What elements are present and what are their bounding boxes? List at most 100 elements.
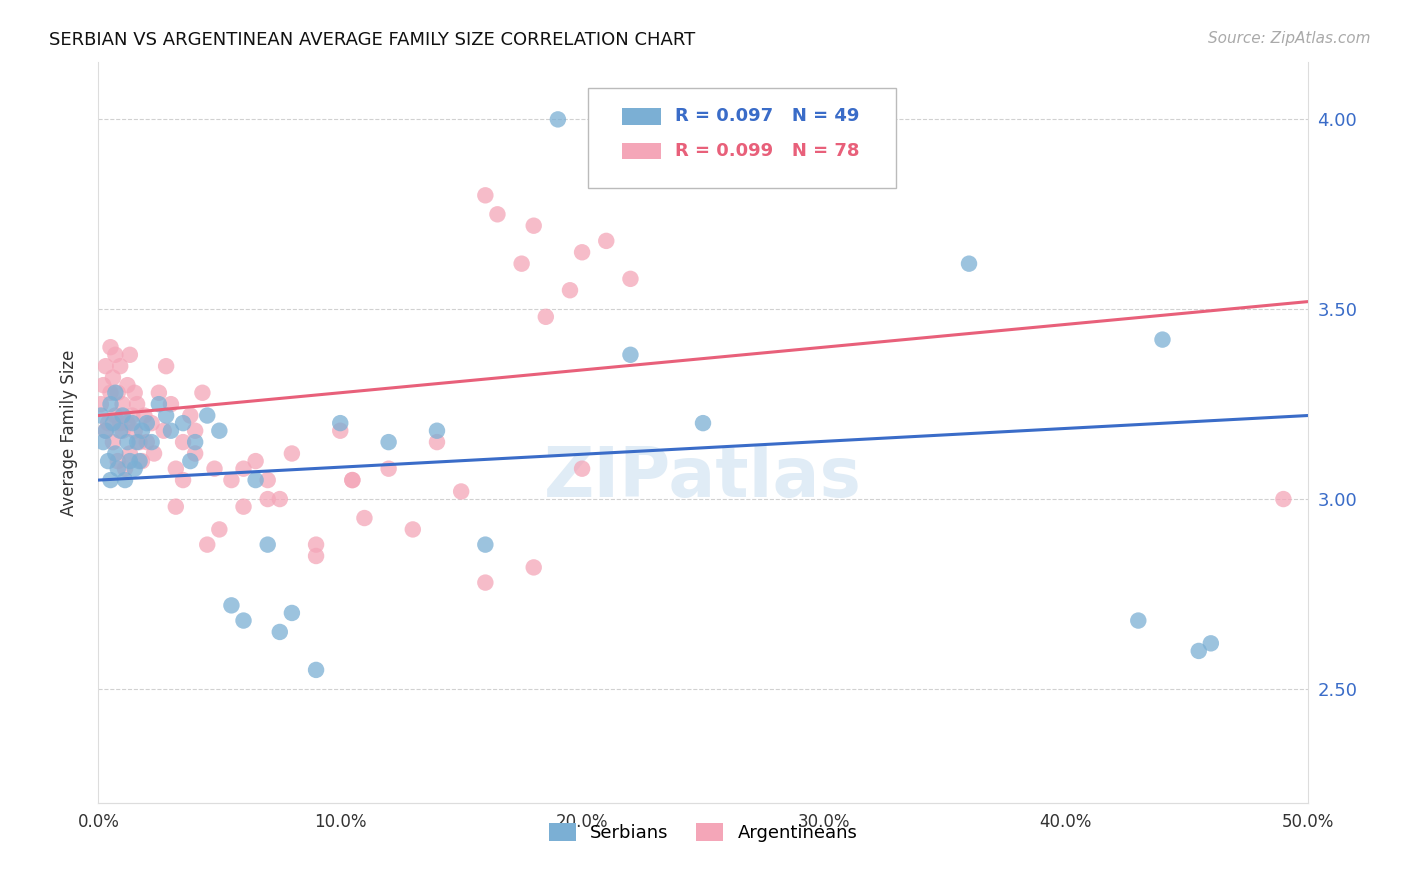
Point [160,397,183,411]
Point [121,416,143,430]
Point [131,454,153,468]
Point [152,424,174,438]
Point [353,511,375,525]
Point [128,454,150,468]
Point [104,348,127,362]
Bar [621,108,661,125]
Point [101,435,124,450]
Point [100,385,122,400]
Point [155,409,177,423]
Point [148,397,170,411]
Point [232,500,254,514]
Point [281,446,304,460]
Point [107,454,129,468]
Point [547,112,569,127]
Point [184,424,207,438]
Point [118,454,141,468]
Point [256,473,278,487]
Text: ZIPatlas: ZIPatlas [544,443,862,510]
Point [94,424,117,438]
Point [107,385,129,400]
Point [124,424,146,438]
Point [101,370,124,384]
FancyBboxPatch shape [588,88,897,188]
Point [184,435,207,450]
Point [269,624,291,639]
Point [377,461,399,475]
Point [118,446,141,460]
Point [1128,614,1150,628]
Point [148,385,170,400]
Point [208,424,231,438]
Point [114,473,136,487]
Point [329,424,352,438]
Point [1152,333,1174,347]
Point [121,409,143,423]
Point [100,473,122,487]
Text: R = 0.097   N = 49: R = 0.097 N = 49 [675,108,859,126]
Point [1272,491,1295,506]
Point [523,560,546,574]
Point [104,385,127,400]
Point [342,473,364,487]
Point [208,523,231,537]
Point [571,245,593,260]
Point [100,340,122,354]
Point [426,424,449,438]
Point [127,397,149,411]
Point [474,538,496,552]
Point [155,359,177,374]
Text: Source: ZipAtlas.com: Source: ZipAtlas.com [1208,31,1371,46]
Point [97,416,120,430]
Point [94,424,117,438]
Point [94,359,117,374]
Point [117,435,139,450]
Point [342,473,364,487]
Point [91,378,114,392]
Point [377,435,399,450]
Point [131,424,153,438]
Point [160,424,183,438]
Text: R = 0.099   N = 78: R = 0.099 N = 78 [675,143,859,161]
Point [256,538,278,552]
Point [256,491,278,506]
Point [90,397,112,411]
Point [571,461,593,475]
Point [305,538,328,552]
Point [114,461,136,475]
Point [117,378,139,392]
Point [486,207,509,221]
Point [523,219,546,233]
Point [692,416,714,430]
Point [108,416,131,430]
Point [184,446,207,460]
Point [179,454,201,468]
Y-axis label: Average Family Size: Average Family Size [59,350,77,516]
Point [135,435,157,450]
Point [305,663,328,677]
Point [402,523,425,537]
Point [118,348,141,362]
Point [595,234,617,248]
Point [108,424,131,438]
Point [124,385,146,400]
Point [104,446,127,460]
Point [1188,644,1211,658]
Point [195,538,218,552]
Point [281,606,304,620]
Point [534,310,557,324]
Point [1199,636,1222,650]
Point [221,473,243,487]
Point [269,491,291,506]
Point [245,454,267,468]
Point [221,599,243,613]
Point [245,473,267,487]
Point [510,257,533,271]
Point [111,424,134,438]
Point [127,435,149,450]
Point [111,397,134,411]
Point [141,435,163,450]
Point [329,416,352,430]
Point [97,454,120,468]
Point [141,416,163,430]
